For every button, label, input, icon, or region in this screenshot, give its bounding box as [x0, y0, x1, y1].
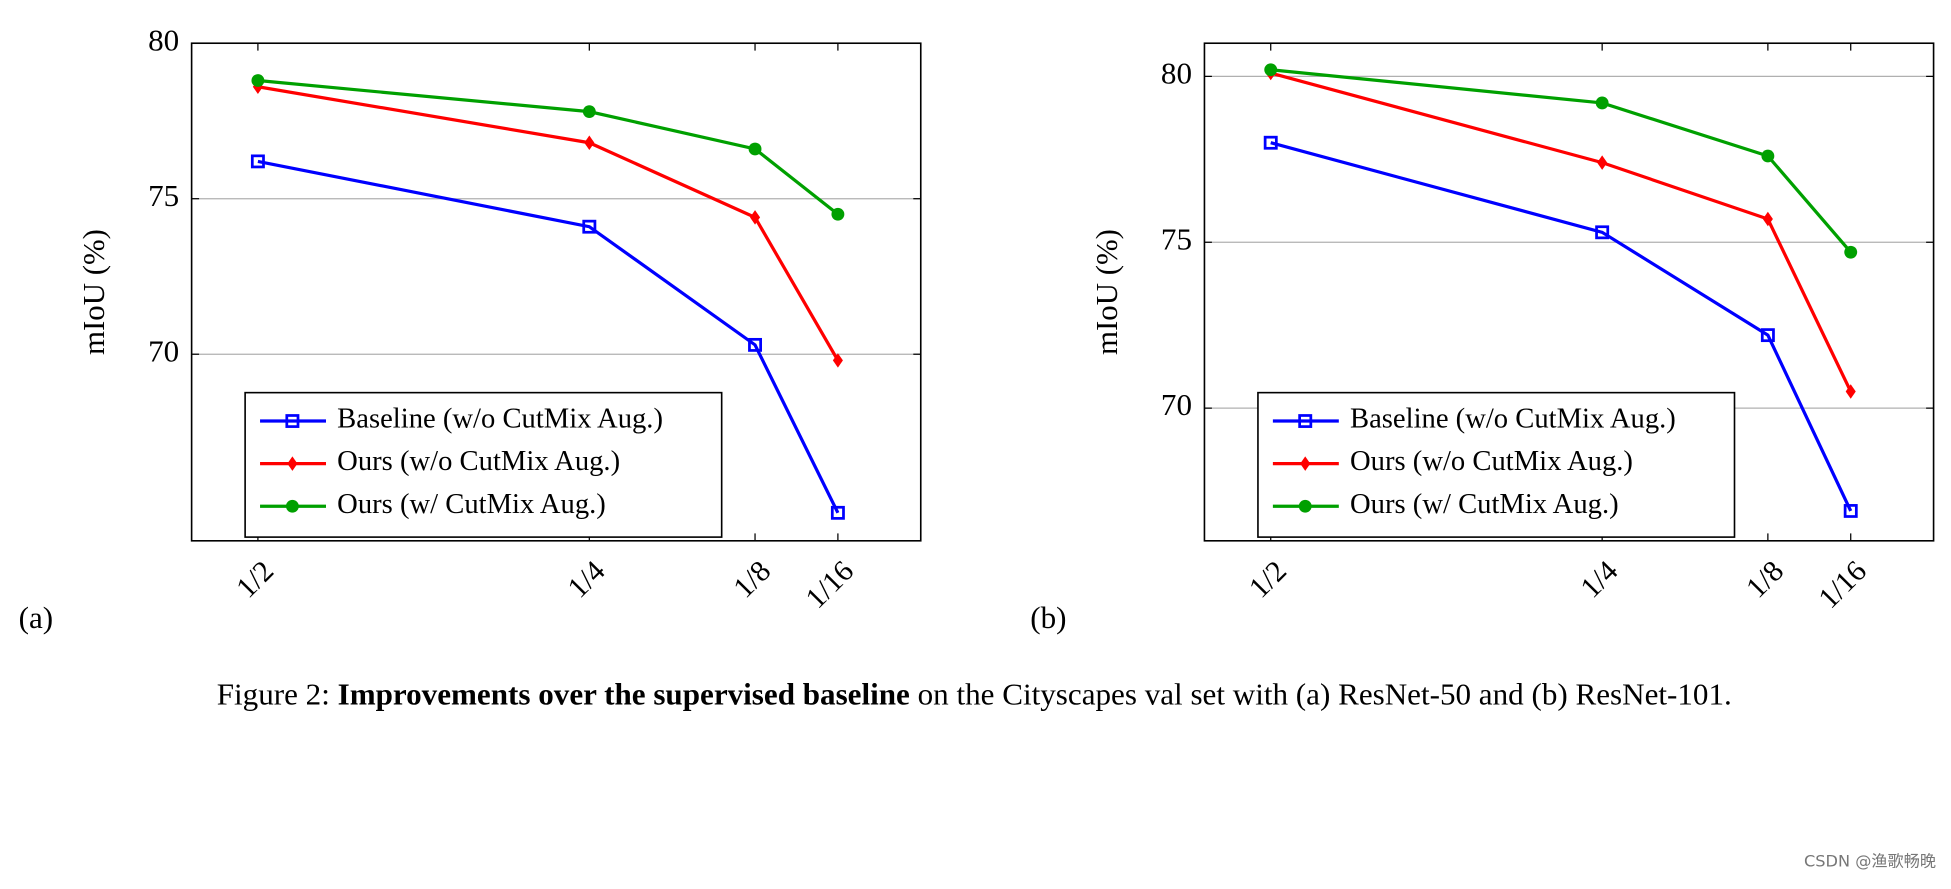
series-line [1270, 141, 1853, 512]
plot-frame [1203, 42, 1935, 542]
x-tick-label: 1/4 [561, 554, 611, 604]
caption: Figure 2: Improvements over the supervis… [217, 677, 1732, 712]
x-tick-label: 1/4 [1574, 554, 1624, 604]
series-line [257, 85, 840, 362]
marker [832, 353, 843, 368]
watermark: CSDN @渔歌畅晚 [1804, 851, 1936, 870]
y-tick-label: 70 [1161, 387, 1192, 422]
x-tick-label: 1/16 [1812, 554, 1873, 614]
y-tick-label: 80 [1161, 56, 1192, 91]
marker [1595, 225, 1610, 240]
marker [250, 154, 265, 169]
marker [831, 207, 845, 221]
caption-bold: Improvements over the supervised baselin… [338, 677, 910, 712]
legend-marker [1300, 456, 1311, 471]
legend-marker [287, 456, 298, 471]
marker [748, 337, 763, 352]
y-tick-label: 75 [148, 178, 179, 213]
marker [1595, 96, 1609, 110]
x-tick-label: 1/8 [727, 554, 777, 604]
marker [1761, 149, 1775, 163]
marker [748, 142, 762, 156]
legend-label: Baseline (w/o CutMix Aug.) [337, 404, 663, 435]
marker [1843, 504, 1858, 518]
marker [1845, 384, 1856, 399]
legend-box [1257, 391, 1736, 538]
series-line [257, 78, 839, 216]
y-axis-label: mIoU (%) [76, 229, 111, 355]
panel-label: (a) [19, 600, 54, 635]
legend-label: Ours (w/o CutMix Aug.) [337, 446, 620, 477]
legend-label: Baseline (w/o CutMix Aug.) [1350, 404, 1676, 435]
legend-marker [1298, 414, 1313, 428]
x-tick-label: 1/16 [799, 554, 860, 614]
marker [1597, 155, 1608, 170]
marker [1844, 245, 1858, 259]
legend-label: Ours (w/ CutMix Aug.) [337, 489, 606, 520]
y-tick-label: 70 [148, 333, 179, 368]
caption-label: Figure 2: [217, 677, 330, 712]
y-tick-label: 75 [1161, 221, 1192, 256]
plot-frame [190, 42, 922, 542]
caption-text: on the Cityscapes val set with (a) ResNe… [918, 677, 1732, 712]
marker [582, 105, 596, 119]
panel-label: (b) [1030, 600, 1066, 635]
series-line [1270, 71, 1853, 393]
legend-label: Ours (w/o CutMix Aug.) [1350, 446, 1633, 477]
marker [584, 135, 595, 150]
marker [251, 74, 265, 87]
legend-marker [1298, 499, 1312, 513]
series-line [1270, 68, 1852, 254]
marker [582, 219, 597, 234]
legend-marker [285, 499, 299, 513]
legend-marker [285, 414, 300, 428]
series-line [257, 159, 840, 514]
marker [1760, 328, 1775, 343]
y-axis-label: mIoU (%) [1089, 229, 1124, 355]
marker [1263, 135, 1278, 150]
x-tick-label: 1/2 [230, 554, 280, 604]
marker [830, 505, 845, 520]
x-tick-label: 1/8 [1740, 554, 1790, 604]
legend-label: Ours (w/ CutMix Aug.) [1350, 489, 1619, 520]
x-tick-label: 1/2 [1243, 554, 1293, 604]
marker [1264, 63, 1278, 77]
y-tick-label: 80 [148, 22, 179, 57]
